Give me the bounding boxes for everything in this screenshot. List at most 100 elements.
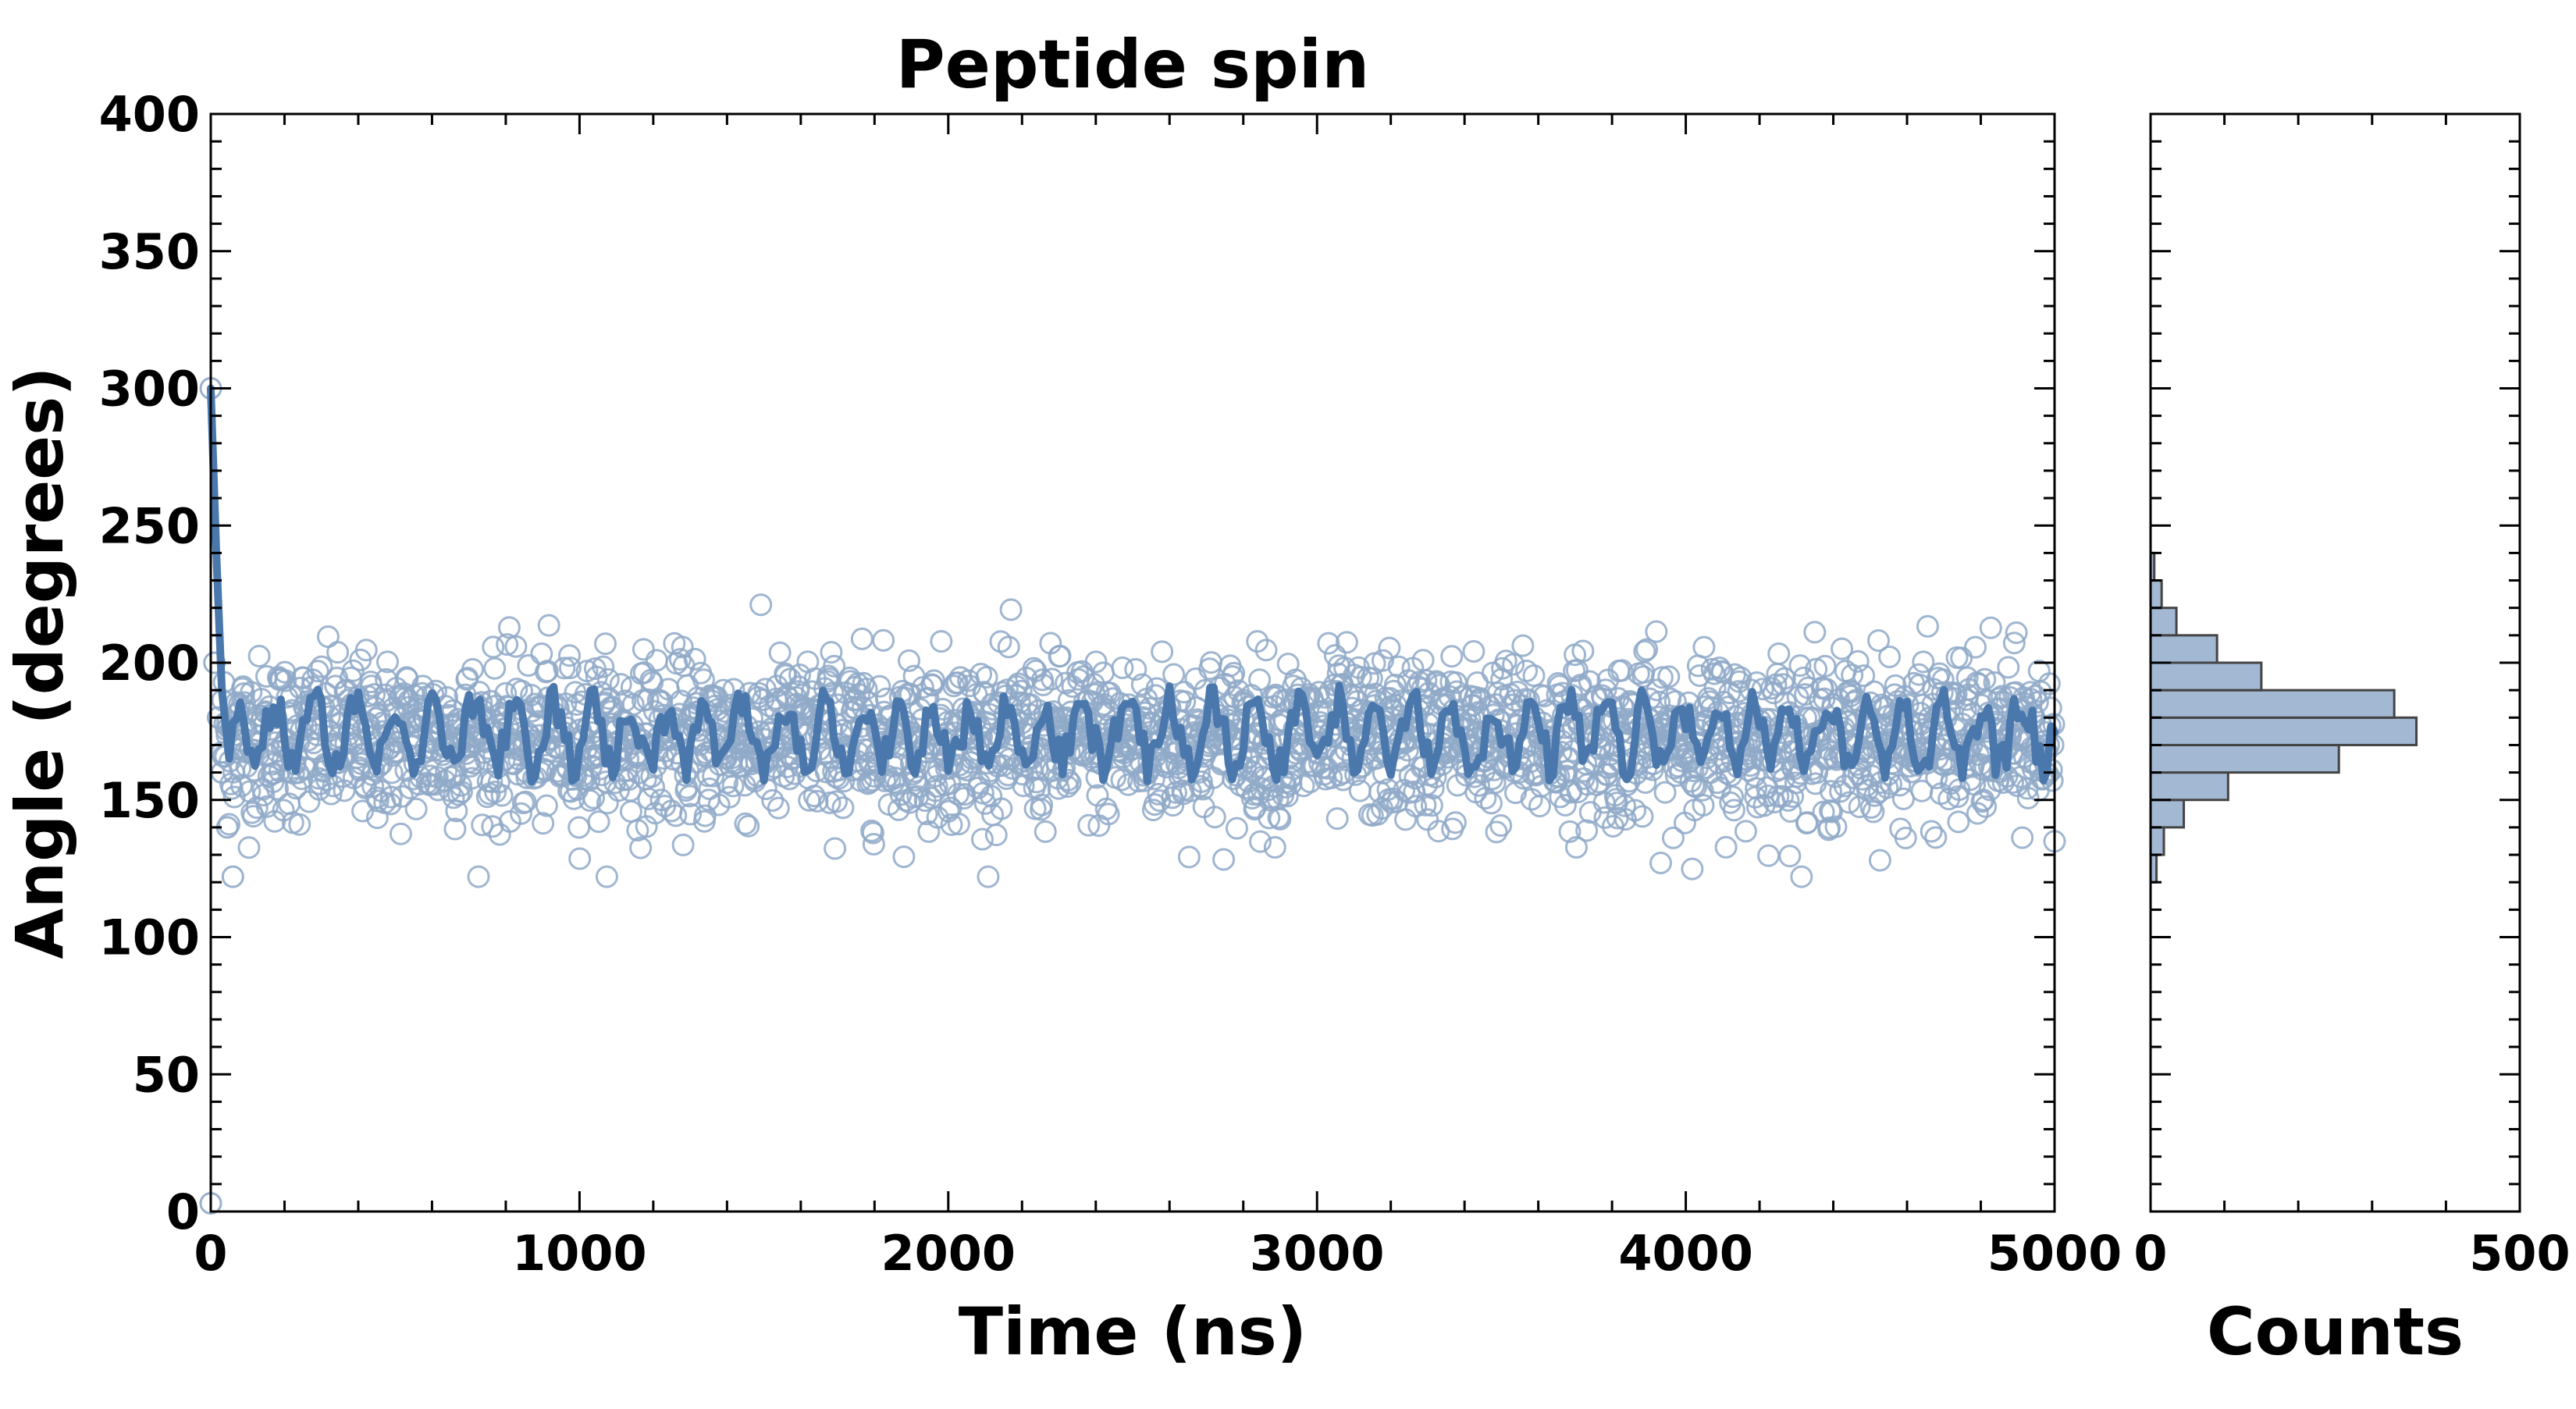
scatter-point	[481, 815, 504, 838]
scatter-point	[1246, 630, 1269, 653]
scatter-point	[1966, 802, 1989, 825]
scatter-point	[514, 790, 537, 813]
scatter-point	[1964, 635, 1987, 659]
scatter-point	[316, 625, 340, 649]
scatter-point	[1796, 676, 1820, 699]
histogram-bar	[2149, 826, 2165, 856]
scatter-point	[1097, 802, 1120, 826]
scatter-point	[984, 824, 1008, 847]
scatter-point	[310, 655, 333, 678]
scatter-point	[1950, 646, 1973, 670]
scatter-point	[1778, 845, 1802, 868]
scatter-point	[1267, 806, 1290, 829]
scatter-point	[237, 836, 261, 859]
scatter-point	[1056, 768, 1080, 792]
scatter-point	[850, 627, 873, 650]
scatter-point	[930, 630, 953, 653]
scatter-point	[1841, 664, 1864, 687]
y-tick-label: 200	[99, 635, 200, 692]
scatter-point	[532, 812, 555, 835]
scatter-point	[1576, 773, 1599, 796]
scatter-point	[997, 635, 1020, 659]
scatter-point	[671, 635, 694, 659]
scatter-point	[1268, 807, 1292, 831]
scatter-point	[1679, 770, 1703, 793]
scatter-point	[1633, 639, 1656, 663]
scatter-point	[1371, 649, 1394, 672]
histogram-bar	[2149, 661, 2263, 692]
scatter-point	[535, 660, 559, 683]
scatter-points	[199, 377, 2066, 1215]
scatter-point	[274, 669, 297, 692]
y-tick-label: 50	[133, 1046, 200, 1103]
x-tick-label: 1000	[512, 1225, 647, 1282]
scatter-point	[1254, 639, 1278, 662]
scatter-point	[1111, 656, 1134, 679]
scatter-point	[1795, 811, 1819, 834]
scatter-point	[578, 789, 602, 813]
scatter-point	[1634, 770, 1657, 794]
scatter-point	[482, 635, 505, 659]
scatter-point	[632, 638, 655, 661]
scatter-point	[1924, 826, 1948, 849]
scatter-point	[2005, 621, 2028, 645]
scatter-point	[1661, 826, 1685, 849]
scatter-point	[848, 683, 871, 706]
scatter-point	[221, 865, 244, 888]
histogram-bar	[2149, 688, 2396, 719]
histogram-x-tick-label: 500	[2469, 1225, 2570, 1282]
scatter-point	[568, 816, 591, 839]
histogram-bars	[2149, 551, 2418, 884]
scatter-point	[376, 650, 400, 674]
scatter-point	[1378, 636, 1401, 660]
scatter-point	[1511, 634, 1535, 657]
scatter-point	[1650, 666, 1674, 689]
scatter-point	[855, 677, 878, 700]
scatter-point	[289, 676, 312, 699]
scatter-point	[1485, 820, 1508, 844]
scatter-point	[823, 654, 846, 678]
scatter-point	[1394, 808, 1418, 831]
scatter-point	[537, 614, 560, 637]
scatter-point	[862, 832, 885, 856]
y-tick-label: 400	[99, 86, 200, 143]
scatter-point	[557, 644, 581, 667]
running-average-line	[207, 384, 2058, 786]
scatter-point	[802, 785, 826, 808]
scatter-point	[1553, 793, 1577, 817]
scatter-point	[443, 817, 467, 841]
scatter-point	[1653, 781, 1677, 804]
histogram-ticks	[2149, 112, 2521, 1213]
scatter-point	[1440, 645, 1464, 668]
scatter-point	[946, 783, 970, 806]
scatter-point	[619, 800, 642, 824]
scatter-point	[1317, 632, 1340, 655]
scatter-point	[975, 665, 998, 688]
scatter-point	[1325, 807, 1349, 831]
scatter-point	[1891, 787, 1915, 810]
scatter-point	[1645, 620, 1668, 643]
scatter-point	[1249, 830, 1272, 853]
scatter-point	[1862, 800, 1885, 824]
scatter-point	[629, 836, 653, 859]
scatter-point	[609, 673, 632, 696]
scatter-point	[831, 796, 855, 820]
scatter-point	[1328, 763, 1351, 787]
scatter-point	[1852, 664, 1876, 688]
scatter-point	[1997, 656, 2020, 679]
scatter-point	[459, 755, 482, 778]
scatter-point	[767, 796, 790, 820]
scatter-point	[1722, 799, 1745, 822]
scatter-point	[788, 664, 812, 687]
scatter-point	[1332, 768, 1355, 792]
scatter-point	[1714, 835, 1738, 859]
histogram-bar	[2149, 743, 2340, 774]
scatter-point	[1335, 631, 1358, 654]
y-axis-title: Angle (degrees)	[2, 366, 78, 959]
y-tick-label: 350	[99, 223, 200, 280]
scatter-point	[1055, 775, 1079, 799]
scatter-point	[671, 833, 695, 856]
scatter-point	[461, 657, 484, 681]
scatter-point	[1756, 784, 1780, 807]
scatter-point	[1664, 764, 1688, 788]
